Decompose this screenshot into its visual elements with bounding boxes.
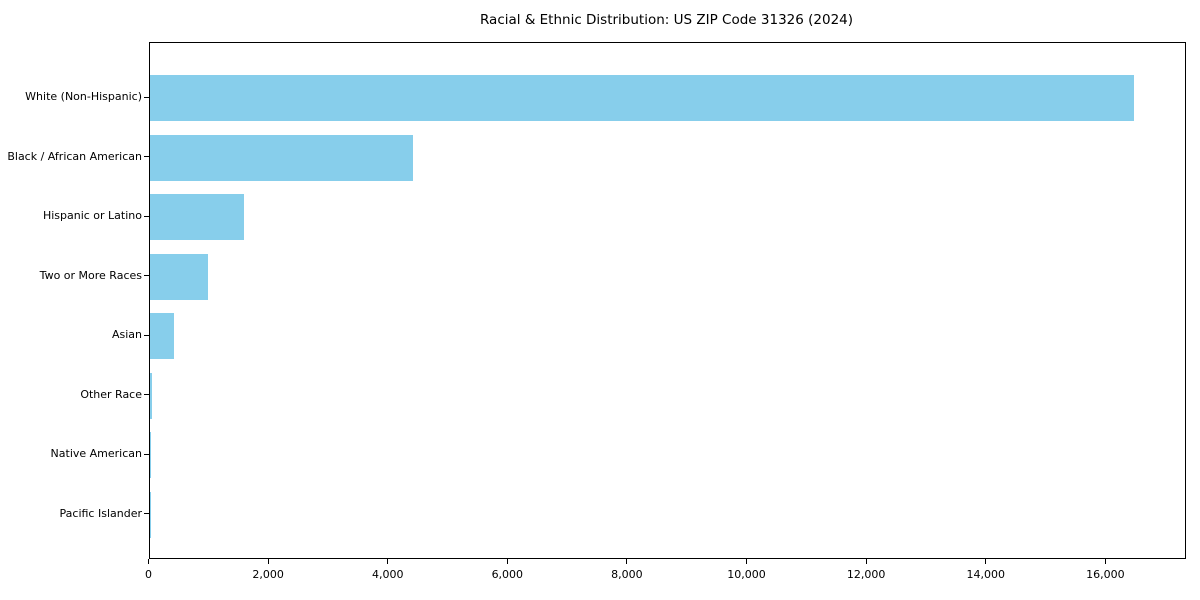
y-tick-mark bbox=[143, 96, 149, 98]
x-tick-label: 16,000 bbox=[1086, 568, 1125, 581]
y-axis-label: Hispanic or Latino bbox=[42, 209, 142, 223]
y-tick-mark bbox=[143, 513, 149, 515]
x-tick-mark bbox=[267, 559, 269, 564]
bar bbox=[149, 134, 414, 181]
y-tick-mark bbox=[143, 275, 149, 277]
y-axis-label: Pacific Islander bbox=[59, 506, 142, 520]
x-tick-label: 14,000 bbox=[966, 568, 1006, 581]
y-axis-label: Native American bbox=[50, 447, 142, 461]
bar bbox=[149, 253, 208, 300]
x-tick-mark bbox=[865, 559, 867, 564]
y-axis-label: Other Race bbox=[80, 387, 142, 401]
chart-title: Racial & Ethnic Distribution: US ZIP Cod… bbox=[479, 12, 854, 28]
bar bbox=[149, 432, 151, 479]
x-tick-mark bbox=[746, 559, 748, 564]
y-axis-label: Asian bbox=[111, 328, 142, 342]
x-tick-mark bbox=[506, 559, 508, 564]
x-tick-label: 6,000 bbox=[491, 568, 524, 581]
plot-area bbox=[148, 42, 1186, 559]
bar bbox=[149, 194, 244, 241]
y-axis-label: Two or More Races bbox=[39, 268, 142, 282]
x-tick-mark bbox=[1104, 559, 1106, 564]
y-tick-mark bbox=[143, 394, 149, 396]
x-tick-mark bbox=[985, 559, 987, 564]
y-axis-label: Black / African American bbox=[7, 149, 142, 163]
y-tick-mark bbox=[143, 156, 149, 158]
x-tick-label: 0 bbox=[145, 568, 152, 581]
y-axis-label: White (Non-Hispanic) bbox=[25, 90, 142, 103]
y-tick-mark bbox=[143, 334, 149, 336]
x-tick-mark bbox=[148, 559, 149, 564]
x-tick-label: 8,000 bbox=[611, 568, 643, 581]
bar bbox=[149, 75, 1135, 121]
x-tick-label: 2,000 bbox=[252, 568, 284, 581]
x-tick-label: 4,000 bbox=[371, 568, 404, 581]
y-tick-mark bbox=[143, 215, 149, 217]
x-tick-label: 10,000 bbox=[727, 568, 766, 581]
y-axis: White (Non-Hispanic) Black / African Amer… bbox=[0, 42, 142, 559]
bar bbox=[149, 372, 153, 419]
x-tick-mark bbox=[626, 559, 628, 564]
bar bbox=[149, 313, 174, 360]
y-tick-mark bbox=[143, 453, 149, 455]
x-tick-label: 12,000 bbox=[846, 568, 886, 581]
x-tick-mark bbox=[387, 559, 389, 564]
